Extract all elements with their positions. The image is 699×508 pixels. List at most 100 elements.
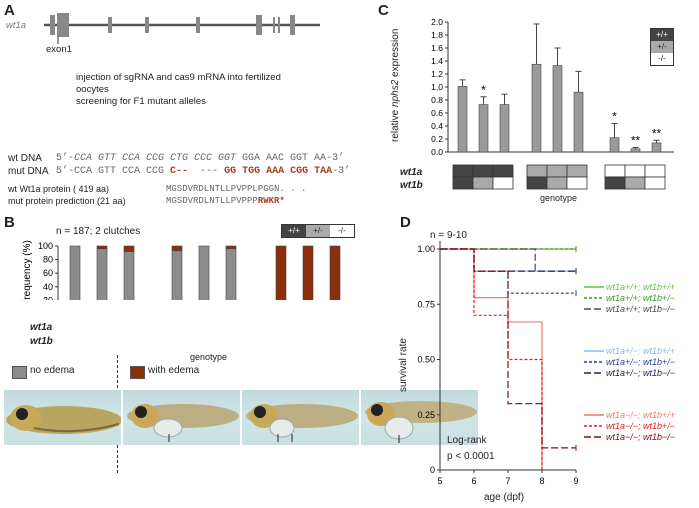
d-xtick-label: 9 — [573, 476, 578, 486]
survival-legend-entry: wt1a+/+; wt1b+/+ — [584, 282, 675, 292]
d-xtick-label: 8 — [539, 476, 544, 486]
c-cell-wt1b — [566, 176, 588, 190]
panel-c-row-wt1a: wt1a — [400, 167, 423, 178]
wt-dna-sequence: 5’-CCA GTT CCA CCG CTG CCC GGT GGA AAC G… — [56, 153, 345, 164]
survival-legend-entry: wt1a−/−; wt1b+/+ — [584, 410, 675, 420]
mut-dna-label: mut DNA — [8, 166, 49, 177]
c-legend-homozygous-mut: -/- — [651, 53, 673, 65]
legend-line-swatch — [584, 361, 604, 363]
b-ytick-label: 40 — [43, 282, 53, 292]
legend-entry-label: wt1a−/−; wt1b−/− — [606, 432, 676, 443]
d-ytick-label: 0.50 — [417, 355, 435, 365]
mut-protein-sequence: MGSDVRDLNTLLPVPPPRWKR* — [166, 196, 285, 206]
panel-b-row-wt1b: wt1b — [30, 336, 53, 347]
c-significance-star: ** — [631, 133, 641, 147]
key-no-edema-swatch — [12, 366, 27, 379]
c-ytick-label: 0.6 — [431, 108, 443, 118]
p-value-label: p < 0.0001 — [447, 451, 495, 462]
legend-line-swatch — [584, 414, 604, 417]
legend-entry-label: wt1a+/+; wt1b+/+ — [606, 282, 676, 292]
b-ytick-label: 20 — [43, 295, 53, 300]
b-bar-with-edema — [96, 245, 108, 250]
b-bar-with-edema — [225, 245, 237, 250]
panel-b-xlabel: genotype — [190, 352, 228, 362]
procedure-line-2: oocytes — [76, 84, 109, 95]
d-survival-curve — [440, 248, 576, 272]
edema-frequency-chart: 020406080100edema frequency (%) — [22, 240, 341, 300]
panel-b-genotype-legend: +/+ +/- -/- — [281, 224, 355, 238]
larva-photo-edema-2 — [242, 390, 359, 445]
c-cell-wt1b — [492, 176, 514, 190]
procedure-line-1: injection of sgRNA and cas9 mRNA into fe… — [76, 72, 281, 83]
gene-name-label: wt1a — [6, 20, 27, 31]
wt-dna-label: wt DNA — [8, 153, 42, 164]
b-ytick-label: 80 — [43, 255, 53, 265]
wt-protein-sequence: MGSDVRDLNTLLPVPPLPGGN. . . — [166, 184, 307, 194]
b-bar-no-edema — [198, 245, 210, 300]
survival-legend-entry: wt1a−/−; wt1b−/− — [584, 432, 675, 442]
b-bar-with-edema — [302, 245, 314, 300]
c-ytick-label: 0.8 — [431, 95, 443, 105]
legend-line-swatch — [584, 425, 604, 428]
legend-entry-label: wt1a−/−; wt1b+/+ — [606, 410, 676, 421]
c-cell-wt1b — [644, 176, 666, 190]
c-legend-homozygous-wt: +/+ — [651, 29, 673, 41]
d-ytick-label: 0 — [430, 465, 435, 475]
logrank-label: Log-rank — [447, 435, 487, 446]
wt-protein-label: wt Wt1a protein ( 419 aa) — [8, 184, 110, 194]
c-significance-star: ** — [652, 126, 662, 140]
d-ytick-label: 1.00 — [417, 244, 435, 254]
d-xtick-label: 5 — [437, 476, 442, 486]
d-ytick-label: 0.25 — [417, 410, 435, 420]
procedure-line-3: screening for F1 mutant alleles — [76, 96, 206, 107]
panel-c-genotype-legend: +/+ +/- -/- — [650, 28, 674, 66]
c-ytick-label: 2.0 — [431, 17, 443, 27]
legend-line-swatch — [584, 350, 604, 352]
b-bar-with-edema — [123, 245, 135, 252]
legend-line-swatch — [584, 286, 604, 288]
legend-entry-label: wt1a−/−; wt1b+/− — [606, 421, 676, 432]
d-survival-curve — [440, 248, 576, 272]
panel-d-letter: D — [400, 214, 411, 231]
survival-legend-entry: wt1a−/−; wt1b+/− — [584, 421, 675, 431]
b-bar-with-edema — [329, 245, 341, 300]
legend-entry-label: wt1a+/−; wt1b+/+ — [606, 346, 676, 357]
larva-photo-edema-3 — [361, 390, 478, 445]
c-ytick-label: 0.2 — [431, 134, 443, 144]
gene-structure-diagram — [44, 13, 320, 44]
survival-legend-entry: wt1a+/+; wt1b−/− — [584, 304, 675, 314]
b-ytick-label: 60 — [43, 268, 53, 278]
legend-entry-label: wt1a+/+; wt1b−/− — [606, 304, 676, 314]
c-ytick-label: 1.0 — [431, 82, 443, 92]
b-bar-no-edema — [69, 245, 81, 300]
legend-heterozygous: +/- — [306, 225, 330, 237]
key-no-edema-label: no edema — [30, 365, 75, 376]
legend-line-swatch — [584, 436, 604, 439]
larva-photo-edema-1 — [123, 390, 240, 445]
larva-photo-no-edema — [4, 390, 121, 445]
c-ytick-label: 0.4 — [431, 121, 443, 131]
b-bar-with-edema — [171, 245, 183, 252]
legend-line-swatch — [584, 308, 604, 310]
panel-b-row-wt1a: wt1a — [30, 322, 53, 333]
panel-d-xlabel: age (dpf) — [484, 492, 525, 503]
b-ytick-label: 100 — [38, 241, 53, 251]
survival-legend-entry: wt1a+/−; wt1b+/− — [584, 357, 675, 367]
c-ytick-label: 0.0 — [431, 147, 443, 157]
survival-legend-entry: wt1a+/−; wt1b−/− — [584, 368, 675, 378]
d-survival-curve — [440, 248, 576, 449]
d-xtick-label: 7 — [505, 476, 510, 486]
c-legend-heterozygous: +/- — [651, 41, 673, 53]
survival-legend-entry: wt1a+/−; wt1b+/+ — [584, 346, 675, 356]
c-ytick-label: 1.8 — [431, 30, 443, 40]
key-with-edema-label: with edema — [148, 365, 200, 376]
nphs2-expression-chart: 0.00.20.40.60.81.01.21.41.61.82.0****** — [431, 17, 674, 190]
panel-b-n-label: n = 187; 2 clutches — [56, 226, 141, 237]
legend-entry-label: wt1a+/−; wt1b+/− — [606, 357, 676, 368]
c-significance-star: * — [612, 109, 617, 123]
c-ytick-label: 1.6 — [431, 43, 443, 53]
b-bar-with-edema — [275, 245, 287, 300]
b-ylabel: edema frequency (%) — [22, 240, 33, 300]
key-with-edema-swatch — [130, 366, 145, 379]
